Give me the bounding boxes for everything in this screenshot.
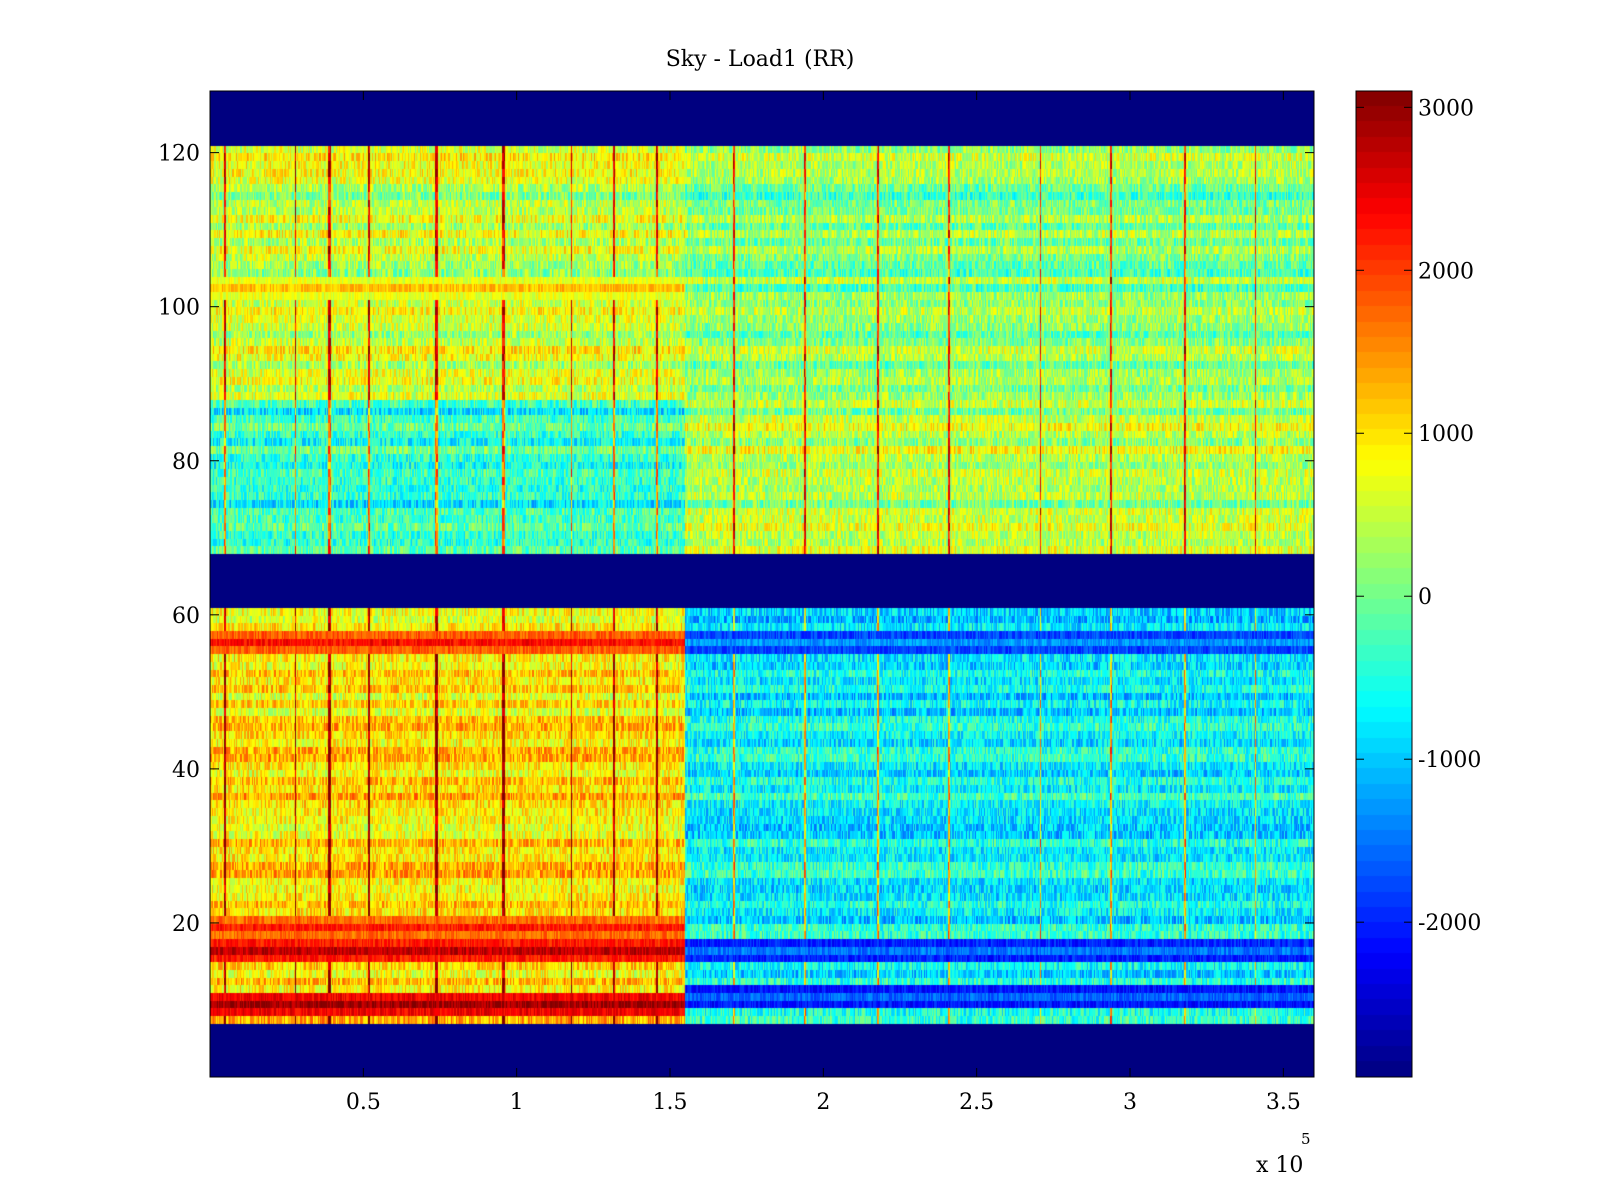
colorbar-ticks: 3000 2000 1000 0 -1000 -2000 <box>1356 96 1481 936</box>
heatmap-canvas <box>210 91 1314 1077</box>
y-tick-label: 80 <box>172 450 200 475</box>
chart-title: Sky - Load1 (RR) <box>666 47 855 72</box>
x-tick-label: 3 <box>1123 1090 1137 1115</box>
x-tick-label: 1 <box>510 1090 524 1115</box>
colorbar-tick-label: 0 <box>1418 585 1432 610</box>
y-axis: 20 40 60 80 100 120 <box>158 142 1314 937</box>
x-multiplier-label: x 10 <box>1256 1153 1303 1178</box>
colorbar-tick-label: 1000 <box>1418 422 1474 447</box>
y-tick-label: 60 <box>172 604 200 629</box>
colorbar-tick-label: -1000 <box>1418 748 1481 773</box>
colorbar-tick-label: 2000 <box>1418 259 1474 284</box>
y-tick-label: 40 <box>172 758 200 783</box>
heatmap-area <box>210 91 1314 1077</box>
plot-frame <box>209 90 1315 1078</box>
colorbar-canvas <box>1356 91 1412 1077</box>
colorbar <box>1356 91 1412 1077</box>
colorbar-frame <box>1355 90 1413 1078</box>
y-tick-label: 100 <box>158 296 200 321</box>
x-tick-label: 1.5 <box>653 1090 688 1115</box>
colorbar-tick-label: 3000 <box>1418 96 1474 121</box>
y-tick-label: 120 <box>158 142 200 167</box>
x-tick-label: 2 <box>816 1090 830 1115</box>
y-tick-label: 20 <box>172 912 200 937</box>
x-axis: 0.5 1 1.5 2 2.5 3 3.5 <box>346 91 1301 1115</box>
x-tick-label: 3.5 <box>1266 1090 1301 1115</box>
x-tick-label: 0.5 <box>346 1090 381 1115</box>
x-multiplier-exponent: 5 <box>1301 1130 1311 1148</box>
colorbar-tick-label: -2000 <box>1418 911 1481 936</box>
x-tick-label: 2.5 <box>959 1090 994 1115</box>
